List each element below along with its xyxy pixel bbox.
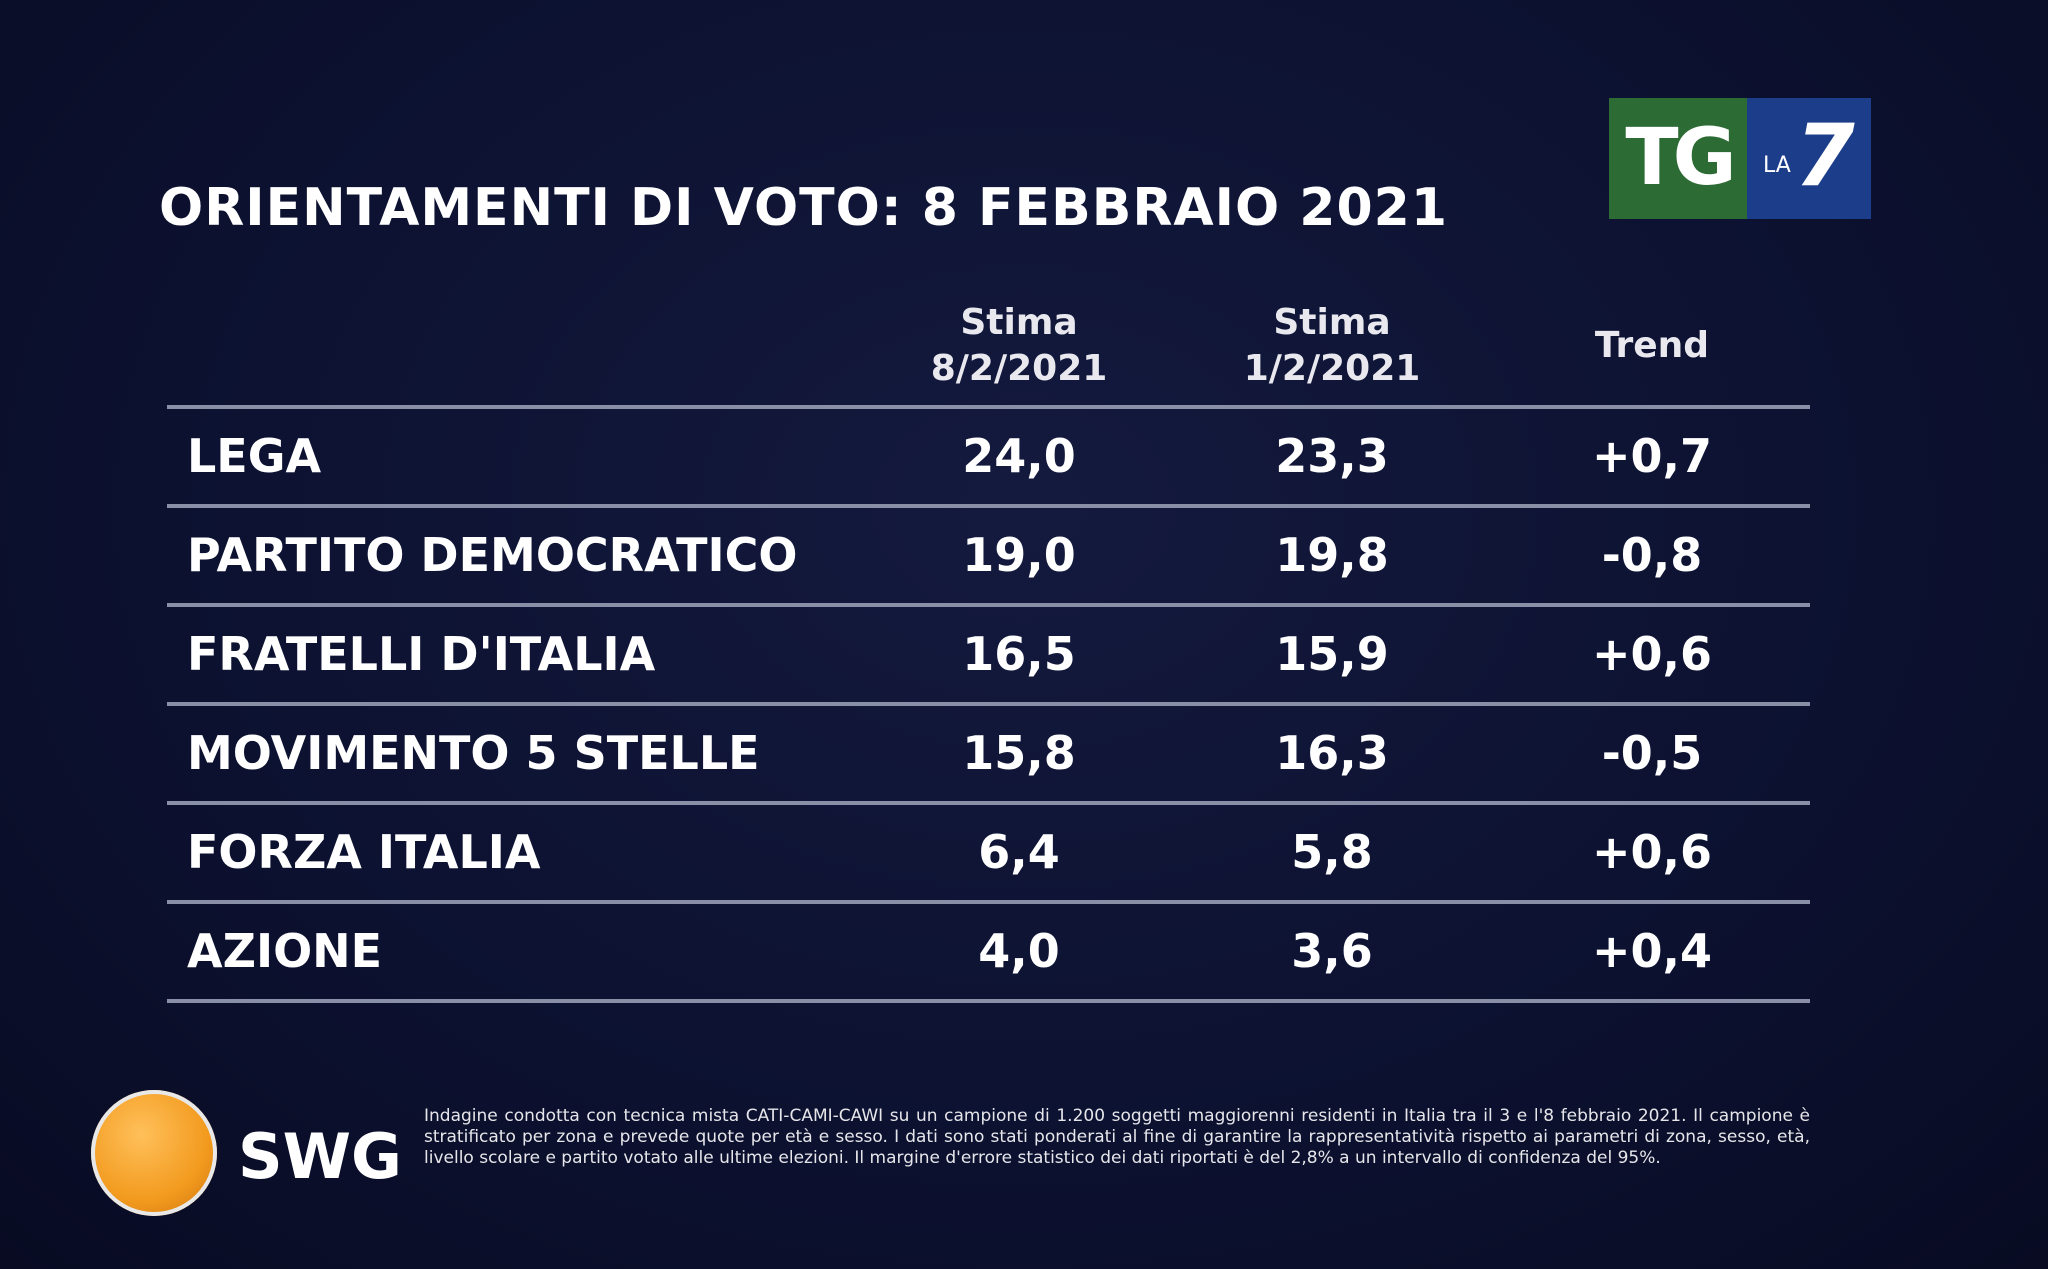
row-label: PARTITO DEMOCRATICO bbox=[187, 528, 798, 582]
cell-value: 16,5 bbox=[962, 627, 1076, 681]
rule bbox=[167, 405, 1810, 409]
cell-value: 15,9 bbox=[1275, 627, 1389, 681]
column-header-line: Trend bbox=[1594, 325, 1710, 366]
cell-value: -0,5 bbox=[1601, 726, 1703, 780]
rule bbox=[167, 999, 1810, 1003]
column-header: Trend bbox=[1502, 323, 1802, 369]
row-label: AZIONE bbox=[187, 924, 383, 978]
cell-value: +0,6 bbox=[1591, 825, 1713, 879]
cell-value: 16,3 bbox=[1275, 726, 1389, 780]
swg-logo: SWG bbox=[238, 1120, 402, 1193]
cell-value: 19,8 bbox=[1275, 528, 1389, 582]
column-header: Stima 1/2/2021 bbox=[1182, 300, 1482, 392]
cell-value: +0,6 bbox=[1591, 627, 1713, 681]
cell-value: 4,0 bbox=[978, 924, 1060, 978]
cell-value: 15,8 bbox=[962, 726, 1076, 780]
column-header-line: 1/2/2021 bbox=[1243, 348, 1421, 389]
row-label: FORZA ITALIA bbox=[187, 825, 541, 879]
cell-value: 3,6 bbox=[1291, 924, 1373, 978]
rule bbox=[167, 801, 1810, 805]
cell-value: +0,7 bbox=[1591, 429, 1713, 483]
column-header-line: 8/2/2021 bbox=[930, 348, 1108, 389]
cell-value: -0,8 bbox=[1601, 528, 1703, 582]
logo-la: LA bbox=[1763, 153, 1791, 178]
logo-la7: LA 7 bbox=[1747, 98, 1871, 219]
cell-value: +0,4 bbox=[1591, 924, 1713, 978]
cell-value: 5,8 bbox=[1291, 825, 1373, 879]
rule bbox=[167, 900, 1810, 904]
cell-value: 24,0 bbox=[962, 429, 1076, 483]
methodology-note: Indagine condotta con tecnica mista CATI… bbox=[424, 1106, 1810, 1168]
row-label: FRATELLI D'ITALIA bbox=[187, 627, 656, 681]
logo-7: 7 bbox=[1795, 106, 1855, 206]
column-header-line: Stima bbox=[1273, 302, 1391, 343]
rule bbox=[167, 504, 1810, 508]
cell-value: 6,4 bbox=[978, 825, 1060, 879]
rule bbox=[167, 603, 1810, 607]
title: ORIENTAMENTI DI VOTO: 8 FEBBRAIO 2021 bbox=[159, 178, 1449, 238]
cell-value: 19,0 bbox=[962, 528, 1076, 582]
column-header: Stima 8/2/2021 bbox=[869, 300, 1169, 392]
row-label: LEGA bbox=[187, 429, 322, 483]
logo-tg: TG bbox=[1609, 98, 1747, 219]
swg-globe bbox=[91, 1090, 217, 1216]
row-label: MOVIMENTO 5 STELLE bbox=[187, 726, 760, 780]
column-header-line: Stima bbox=[960, 302, 1078, 343]
rule bbox=[167, 702, 1810, 706]
cell-value: 23,3 bbox=[1275, 429, 1389, 483]
